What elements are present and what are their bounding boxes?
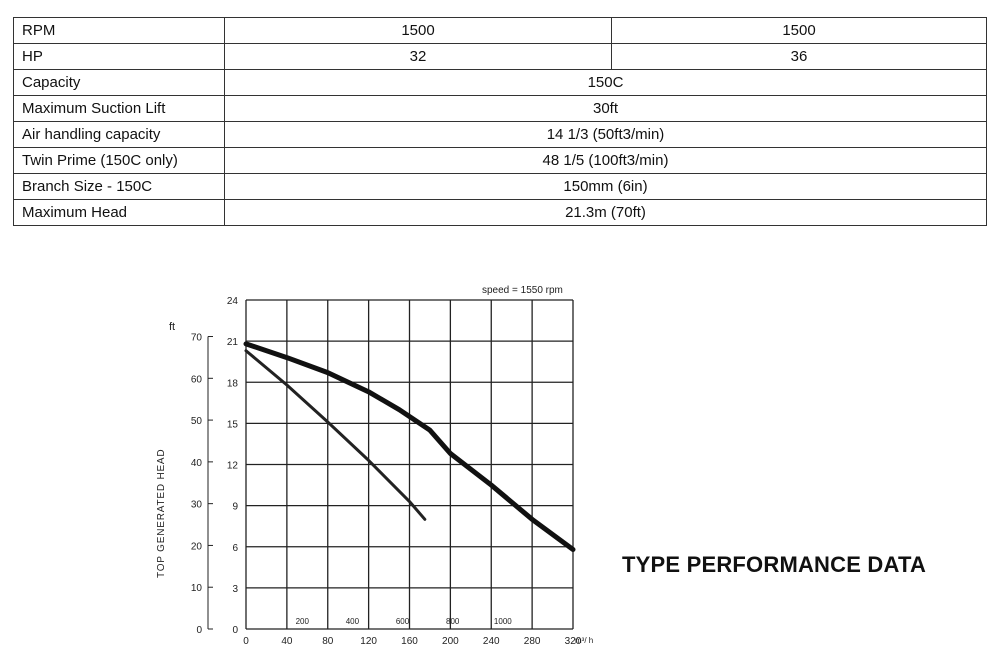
x-tick-secondary-label: 800 [446, 617, 460, 626]
spec-row-label: Air handling capacity [13, 121, 225, 148]
y-tick-label: 18 [227, 378, 239, 389]
x-tick-label: 40 [281, 636, 293, 647]
y-tick-secondary-label: 0 [196, 625, 202, 636]
spec-row-value: 21.3m (70ft) [224, 199, 987, 226]
series-line [244, 349, 427, 521]
spec-row: Maximum Head 21.3m (70ft) [13, 199, 987, 226]
speed-annotation: speed = 1550 rpm [482, 285, 563, 296]
x-tick-label: 120 [360, 636, 377, 647]
y-tick-secondary-label: 50 [191, 416, 203, 427]
section-title: TYPE PERFORMANCE DATA [622, 552, 927, 577]
spec-row-label: Branch Size - 150C [13, 173, 225, 200]
y-tick-label: 6 [232, 543, 238, 554]
spec-row-label: Maximum Suction Lift [13, 95, 225, 122]
y-tick-secondary-label: 10 [191, 583, 203, 594]
x-tick-label: 0 [243, 636, 249, 647]
y-tick-label: 21 [227, 337, 239, 348]
spec-row-value: 1500 [224, 17, 612, 44]
spec-row: Twin Prime (150C only) 48 1/5 (100ft3/min… [13, 147, 987, 174]
x-tick-label: 280 [524, 636, 541, 647]
y-tick-label: 3 [232, 584, 238, 595]
y-tick-secondary-label: 30 [191, 500, 203, 511]
x-tick-secondary-label: 1000 [494, 617, 512, 626]
spec-row: Capacity 150C [13, 69, 987, 96]
y-tick-secondary-label: 60 [191, 374, 203, 385]
y-tick-secondary-label: 20 [191, 541, 203, 552]
spec-table-body: RPM 1500 1500 HP 32 36 Capacity 150C Maximum Suc… [13, 17, 987, 226]
y-tick-label: 12 [227, 461, 239, 472]
x-tick-label: 200 [442, 636, 459, 647]
ft-unit-label: ft [169, 321, 175, 333]
chart-curves [243, 341, 576, 552]
spec-row-value: 150C [224, 69, 987, 96]
y-tick-secondary-label: 70 [191, 333, 203, 344]
x-tick-label: 80 [322, 636, 334, 647]
spec-row-label: Twin Prime (150C only) [13, 147, 225, 174]
y-tick-label: 0 [232, 625, 238, 636]
x-unit-label: m³/ h [575, 636, 593, 645]
x-tick-secondary-label: 600 [396, 617, 410, 626]
spec-row-label: Maximum Head [13, 199, 225, 226]
spec-table: RPM 1500 1500 HP 32 36 Capacity 150C Maximum Suc… [13, 17, 987, 226]
spec-row: RPM 1500 1500 [13, 17, 987, 44]
x-tick-label: 160 [401, 636, 418, 647]
y-tick-label: 15 [227, 419, 239, 430]
y-axis-label: TOP GENERATED HEAD [156, 449, 167, 578]
y-tick-label: 24 [227, 296, 239, 307]
spec-row-value: 1500 [611, 17, 987, 44]
x-tick-label: 240 [483, 636, 500, 647]
series-line [243, 341, 576, 552]
y-tick-secondary-label: 40 [191, 458, 203, 469]
chart-grid [245, 299, 574, 630]
spec-row-value: 48 1/5 (100ft3/min) [224, 147, 987, 174]
y-tick-label: 9 [232, 502, 238, 513]
x-tick-secondary-label: 200 [296, 617, 310, 626]
x-tick-label: 320 [565, 636, 582, 647]
x-tick-secondary-label: 400 [346, 617, 360, 626]
